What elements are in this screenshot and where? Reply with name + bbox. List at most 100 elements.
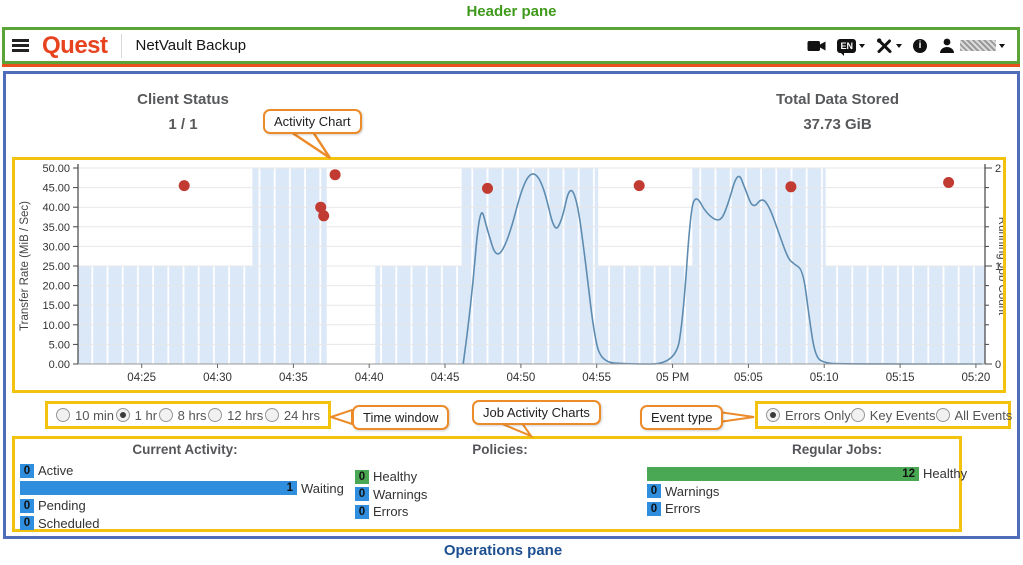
radio-label: 10 min — [75, 407, 115, 423]
radio-1-hr[interactable]: 1 hr — [115, 408, 157, 423]
svg-text:04:40: 04:40 — [355, 372, 384, 384]
activity-bar-row: 1 Waiting — [20, 480, 350, 498]
activity-bar-row: 0 Active — [20, 462, 350, 480]
radio-8-hrs[interactable]: 8 hrs — [158, 407, 207, 423]
svg-text:04:30: 04:30 — [203, 372, 232, 384]
client-status-label: Client Status — [137, 91, 229, 108]
bar-scheduled: 0 — [20, 516, 34, 531]
bar-warnings: 0 — [355, 487, 369, 502]
bar-label: Waiting — [301, 480, 344, 496]
svg-text:45.00: 45.00 — [42, 183, 70, 195]
radio-dot[interactable] — [115, 408, 130, 422]
radio-dot[interactable] — [264, 408, 279, 422]
radio-10-min[interactable]: 10 min — [56, 408, 114, 423]
redacted-username — [960, 40, 996, 51]
svg-text:04:55: 04:55 — [582, 372, 611, 384]
client-status-value: 1 / 1 — [168, 116, 198, 133]
radio-dot[interactable] — [850, 408, 865, 422]
svg-text:05:05: 05:05 — [734, 372, 763, 384]
policies-header: Policies: — [472, 442, 528, 457]
bar-errors: 0 — [355, 504, 369, 519]
svg-text:35.00: 35.00 — [42, 222, 70, 234]
regular-jobs-bars: 12 Healthy 0 Warnings 0 Errors — [647, 465, 967, 518]
svg-text:04:50: 04:50 — [507, 372, 536, 384]
event-type-highlight-box: Errors Only Key Events All Events — [755, 401, 1012, 429]
svg-text:40.00: 40.00 — [42, 202, 70, 214]
chevron-down-icon — [896, 43, 902, 48]
svg-text:20.00: 20.00 — [42, 281, 70, 293]
radio-dot[interactable] — [935, 408, 950, 422]
svg-text:50.00: 50.00 — [42, 163, 70, 175]
svg-text:05:10: 05:10 — [810, 372, 839, 384]
radio-all-events[interactable]: All Events — [935, 407, 1013, 423]
time-window-radio-group: 10 min 1 hr 8 hrs 12 hrs 24 hrs — [48, 404, 328, 426]
svg-text:Transfer Rate (MiB / Sec): Transfer Rate (MiB / Sec) — [19, 201, 31, 331]
radio-dot[interactable] — [208, 408, 223, 422]
chevron-down-icon — [999, 43, 1005, 48]
language-icon[interactable]: EN — [837, 38, 865, 56]
bar-label: Active — [38, 463, 74, 479]
svg-text:05:20: 05:20 — [962, 372, 991, 384]
brand-accent-line — [2, 64, 1020, 67]
radio-12-hrs[interactable]: 12 hrs — [208, 408, 263, 423]
radio-label: 8 hrs — [177, 407, 207, 423]
svg-text:2: 2 — [995, 163, 1001, 175]
bar-healthy: 0 — [355, 469, 369, 484]
svg-text:5.00: 5.00 — [49, 339, 70, 351]
radio-dot[interactable] — [766, 408, 780, 422]
radio-24-hrs[interactable]: 24 hrs — [264, 407, 320, 423]
header-pane-annotation: Header pane — [466, 3, 557, 20]
bar-label: Scheduled — [38, 515, 100, 531]
language-badge: EN — [837, 38, 856, 56]
chevron-down-icon — [859, 43, 865, 48]
event-type-radio-group: Errors Only Key Events All Events — [758, 404, 1012, 426]
regular-jobs-header: Regular Jobs: — [791, 442, 883, 457]
activity-chart-callout-tail — [287, 131, 332, 160]
operations-pane-annotation: Operations pane — [443, 542, 563, 559]
app-title: NetVault Backup — [135, 37, 247, 54]
activity-bar-row: 0 Warnings — [355, 486, 645, 504]
video-camera-icon[interactable] — [807, 38, 826, 54]
user-icon[interactable] — [938, 37, 1005, 54]
policies-bars: 0 Healthy 0 Warnings 0 Errors — [355, 468, 645, 521]
radio-label: 12 hrs — [227, 407, 264, 423]
svg-text:04:25: 04:25 — [127, 372, 156, 384]
bar-waiting: 1 — [20, 481, 297, 496]
activity-bar-row: 12 Healthy — [647, 465, 967, 483]
svg-text:30.00: 30.00 — [42, 241, 70, 253]
bar-label: Healthy — [923, 466, 968, 482]
radio-key-events[interactable]: Key Events — [850, 407, 936, 423]
radio-label: 24 hrs — [283, 407, 320, 423]
header-divider — [120, 33, 122, 58]
radio-label: Errors Only — [785, 407, 851, 423]
radio-dot[interactable] — [158, 408, 173, 422]
radio-label: Key Events — [869, 407, 936, 423]
total-data-stored-value: 37.73 GiB — [803, 116, 872, 133]
tools-icon[interactable] — [876, 37, 902, 54]
activity-bar-row: 0 Errors — [355, 503, 645, 521]
bar-errors: 0 — [647, 501, 661, 516]
current-activity-header: Current Activity: — [132, 442, 238, 457]
job-activity-charts-callout: Job Activity Charts — [472, 400, 601, 425]
activity-bar-row: 0 Scheduled — [20, 515, 350, 533]
activity-bar-row: 0 Warnings — [647, 483, 952, 501]
menu-icon[interactable] — [12, 38, 29, 53]
radio-dot[interactable] — [56, 408, 70, 422]
current-activity-bars: 0 Active 1 Waiting 0 Pending 0 Scheduled — [20, 462, 350, 532]
bar-label: Errors — [665, 501, 701, 517]
quest-logo: Quest — [42, 31, 108, 59]
radio-label: All Events — [954, 407, 1013, 423]
bar-warnings: 0 — [647, 484, 661, 499]
time-window-callout-tail — [330, 409, 353, 425]
bar-label: Errors — [373, 504, 409, 520]
activity-bar-row: 0 Healthy — [355, 468, 645, 486]
svg-text:0: 0 — [995, 359, 1001, 371]
info-icon[interactable]: i — [913, 38, 927, 53]
activity-bar-row: 0 Errors — [647, 500, 952, 518]
svg-text:0.00: 0.00 — [49, 359, 70, 371]
bar-label: Pending — [38, 498, 86, 514]
radio-errors-only[interactable]: Errors Only — [766, 408, 851, 423]
svg-text:Running Job Count: Running Job Count — [996, 217, 1003, 316]
time-window-callout: Time window — [352, 405, 450, 430]
